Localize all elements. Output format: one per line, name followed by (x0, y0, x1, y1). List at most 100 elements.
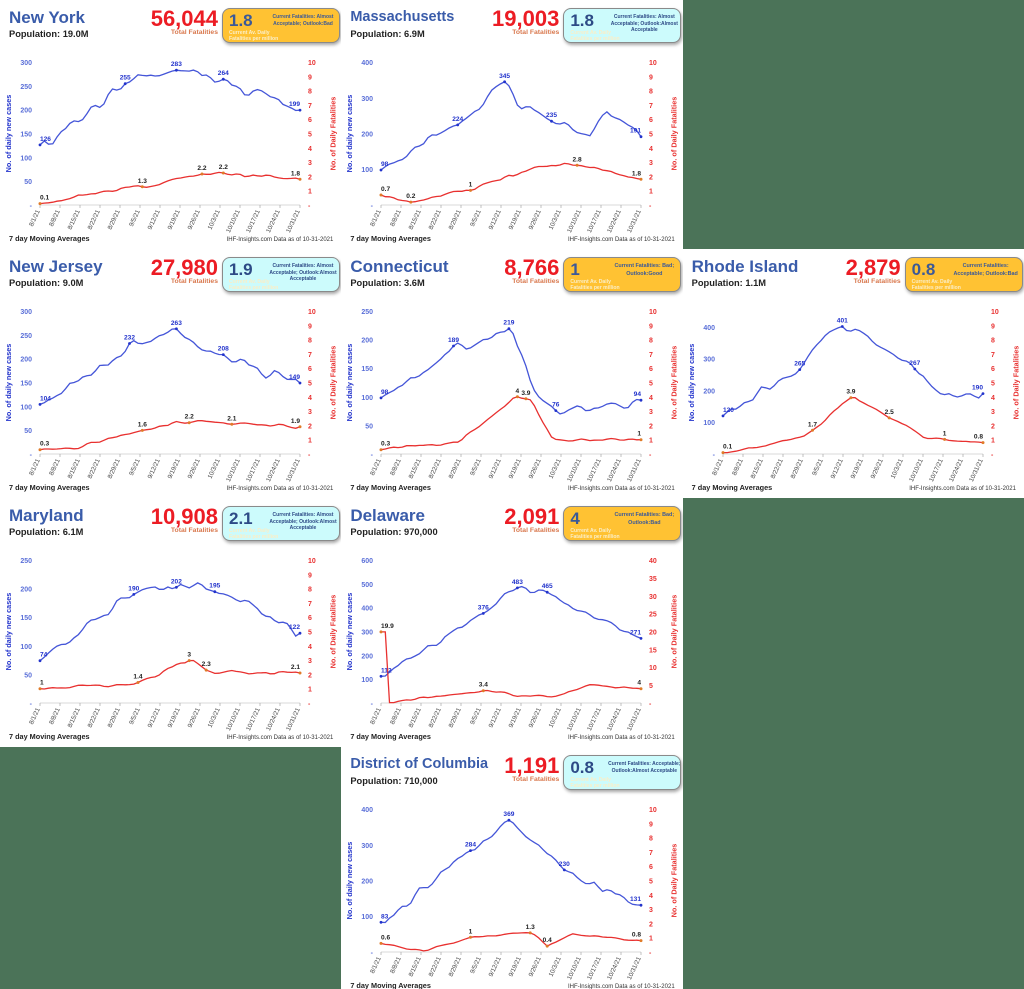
svg-text:202: 202 (171, 578, 182, 585)
svg-text:10/3/21: 10/3/21 (548, 706, 563, 728)
svg-text:9: 9 (308, 323, 312, 330)
svg-text:8/1/21: 8/1/21 (28, 208, 42, 227)
svg-text:150: 150 (20, 380, 32, 387)
svg-text:6: 6 (308, 615, 312, 622)
svg-text:0.8: 0.8 (632, 932, 641, 939)
svg-text:9/26/21: 9/26/21 (528, 457, 543, 479)
svg-text:10/3/21: 10/3/21 (207, 208, 222, 230)
svg-text:263: 263 (171, 320, 182, 327)
svg-text:100: 100 (703, 420, 715, 427)
svg-text:No. of Daily Fatalities: No. of Daily Fatalities (328, 595, 337, 669)
svg-text:9/19/21: 9/19/21 (167, 208, 182, 230)
svg-text:4: 4 (308, 395, 312, 402)
svg-text:0.7: 0.7 (381, 186, 390, 193)
svg-text:5: 5 (649, 878, 653, 885)
svg-text:9/5/21: 9/5/21 (469, 955, 483, 974)
svg-text:9/19/21: 9/19/21 (508, 955, 523, 977)
svg-text:230: 230 (559, 861, 570, 868)
svg-text:-: - (308, 701, 311, 708)
svg-text:200: 200 (20, 357, 32, 364)
svg-text:8/22/21: 8/22/21 (87, 457, 102, 479)
svg-text:122: 122 (289, 624, 300, 631)
svg-text:10/10/21: 10/10/21 (225, 706, 242, 732)
svg-text:8/8/21: 8/8/21 (48, 706, 62, 725)
svg-text:1: 1 (649, 438, 653, 445)
svg-text:6: 6 (308, 117, 312, 124)
svg-text:6: 6 (308, 366, 312, 373)
svg-text:3: 3 (308, 409, 312, 416)
svg-text:190: 190 (972, 385, 983, 392)
svg-text:2.3: 2.3 (202, 661, 211, 668)
svg-text:9/19/21: 9/19/21 (167, 457, 182, 479)
svg-text:5: 5 (991, 380, 995, 387)
svg-text:No. of Daily Fatalities: No. of Daily Fatalities (670, 346, 679, 420)
svg-text:10/10/21: 10/10/21 (566, 706, 583, 732)
svg-text:1: 1 (308, 687, 312, 694)
svg-text:8/22/21: 8/22/21 (87, 706, 102, 728)
svg-text:5: 5 (649, 131, 653, 138)
svg-text:8/1/21: 8/1/21 (369, 955, 383, 974)
svg-text:8/1/21: 8/1/21 (369, 457, 383, 476)
svg-text:10/24/21: 10/24/21 (606, 955, 623, 981)
svg-text:255: 255 (120, 75, 131, 82)
svg-text:7: 7 (308, 352, 312, 359)
svg-text:200: 200 (362, 131, 374, 138)
svg-text:3.9: 3.9 (522, 390, 531, 397)
svg-text:126: 126 (40, 136, 51, 143)
svg-text:8: 8 (649, 338, 653, 345)
svg-text:8/22/21: 8/22/21 (428, 208, 443, 230)
svg-text:8/15/21: 8/15/21 (67, 457, 82, 479)
svg-text:500: 500 (362, 582, 374, 589)
svg-text:9/26/21: 9/26/21 (528, 208, 543, 230)
svg-text:10/17/21: 10/17/21 (586, 706, 603, 732)
svg-text:250: 250 (362, 309, 374, 316)
svg-text:8/22/21: 8/22/21 (87, 208, 102, 230)
svg-text:3.4: 3.4 (479, 682, 488, 689)
svg-text:2: 2 (649, 174, 653, 181)
svg-text:50: 50 (366, 423, 374, 430)
svg-text:8/29/21: 8/29/21 (107, 208, 122, 230)
svg-text:10/24/21: 10/24/21 (265, 208, 282, 234)
svg-text:2: 2 (308, 672, 312, 679)
svg-text:8/29/21: 8/29/21 (789, 457, 804, 479)
svg-text:4: 4 (991, 395, 995, 402)
svg-text:9: 9 (308, 572, 312, 579)
svg-text:9/5/21: 9/5/21 (128, 706, 142, 725)
svg-text:100: 100 (362, 914, 374, 921)
svg-text:3: 3 (187, 652, 191, 659)
svg-text:369: 369 (504, 811, 515, 818)
svg-text:No. of daily new cases: No. of daily new cases (4, 593, 13, 671)
svg-text:10/31/21: 10/31/21 (626, 208, 643, 234)
svg-text:10: 10 (991, 309, 999, 316)
svg-text:150: 150 (20, 131, 32, 138)
svg-text:232: 232 (124, 335, 135, 342)
svg-text:1.3: 1.3 (526, 924, 535, 931)
svg-text:10/24/21: 10/24/21 (606, 457, 623, 483)
svg-text:3: 3 (991, 409, 995, 416)
svg-text:7: 7 (308, 601, 312, 608)
svg-text:3: 3 (649, 160, 653, 167)
svg-text:1: 1 (991, 438, 995, 445)
svg-text:-: - (371, 701, 374, 708)
svg-text:5: 5 (649, 380, 653, 387)
svg-text:10: 10 (308, 558, 316, 565)
svg-text:9/12/21: 9/12/21 (147, 208, 162, 230)
svg-text:No. of Daily Fatalities: No. of Daily Fatalities (670, 97, 679, 171)
svg-text:1.4: 1.4 (133, 673, 142, 680)
svg-text:19.9: 19.9 (381, 623, 394, 630)
svg-text:9: 9 (308, 74, 312, 81)
svg-text:10/31/21: 10/31/21 (285, 706, 302, 732)
svg-text:200: 200 (20, 108, 32, 115)
svg-text:9/19/21: 9/19/21 (508, 706, 523, 728)
svg-text:25: 25 (649, 612, 657, 619)
svg-text:No. of daily new cases: No. of daily new cases (687, 344, 696, 422)
svg-text:10/10/21: 10/10/21 (225, 208, 242, 234)
svg-text:10/3/21: 10/3/21 (207, 457, 222, 479)
svg-text:1.8: 1.8 (632, 170, 641, 177)
svg-text:9/5/21: 9/5/21 (469, 208, 483, 227)
svg-text:265: 265 (794, 361, 805, 368)
svg-text:1: 1 (308, 189, 312, 196)
svg-text:8: 8 (308, 587, 312, 594)
svg-text:10/3/21: 10/3/21 (548, 457, 563, 479)
svg-text:9: 9 (649, 821, 653, 828)
